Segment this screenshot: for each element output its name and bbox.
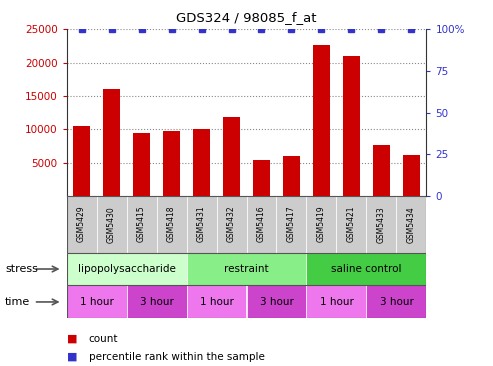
Text: GSM5431: GSM5431 bbox=[197, 206, 206, 243]
Bar bbox=[336, 196, 366, 253]
Text: GDS324 / 98085_f_at: GDS324 / 98085_f_at bbox=[176, 11, 317, 24]
Text: GSM5417: GSM5417 bbox=[287, 206, 296, 243]
Text: 3 hour: 3 hour bbox=[259, 297, 293, 307]
Text: GSM5434: GSM5434 bbox=[407, 206, 416, 243]
Text: saline control: saline control bbox=[331, 264, 402, 274]
Bar bbox=[307, 285, 366, 318]
Bar bbox=[223, 117, 240, 196]
Bar bbox=[186, 196, 216, 253]
Text: 1 hour: 1 hour bbox=[319, 297, 353, 307]
Bar bbox=[343, 56, 360, 196]
Text: GSM5418: GSM5418 bbox=[167, 206, 176, 242]
Text: 3 hour: 3 hour bbox=[380, 297, 414, 307]
Bar bbox=[104, 89, 120, 196]
Bar bbox=[373, 145, 389, 196]
Bar bbox=[73, 126, 90, 196]
Bar bbox=[253, 160, 270, 196]
Text: percentile rank within the sample: percentile rank within the sample bbox=[89, 352, 265, 362]
Bar bbox=[193, 129, 210, 196]
Bar bbox=[67, 253, 186, 285]
Bar bbox=[216, 196, 246, 253]
Text: GSM5419: GSM5419 bbox=[317, 206, 326, 243]
Text: lipopolysaccharide: lipopolysaccharide bbox=[77, 264, 176, 274]
Bar bbox=[403, 154, 420, 196]
Bar bbox=[133, 133, 150, 196]
Text: GSM5430: GSM5430 bbox=[107, 206, 116, 243]
Text: 1 hour: 1 hour bbox=[79, 297, 113, 307]
Text: GSM5432: GSM5432 bbox=[227, 206, 236, 243]
Bar bbox=[157, 196, 186, 253]
Bar bbox=[186, 285, 246, 318]
Bar bbox=[366, 285, 426, 318]
Text: restraint: restraint bbox=[224, 264, 269, 274]
Bar bbox=[307, 196, 336, 253]
Bar bbox=[67, 285, 127, 318]
Bar bbox=[186, 253, 307, 285]
Text: stress: stress bbox=[5, 264, 38, 274]
Text: GSM5421: GSM5421 bbox=[347, 206, 356, 242]
Text: GSM5416: GSM5416 bbox=[257, 206, 266, 243]
Bar bbox=[307, 253, 426, 285]
Bar bbox=[163, 131, 180, 196]
Bar bbox=[67, 196, 97, 253]
Text: GSM5433: GSM5433 bbox=[377, 206, 386, 243]
Bar bbox=[127, 285, 186, 318]
Bar bbox=[313, 45, 330, 196]
Text: 3 hour: 3 hour bbox=[140, 297, 174, 307]
Text: ■: ■ bbox=[67, 352, 80, 362]
Bar bbox=[127, 196, 157, 253]
Text: time: time bbox=[5, 297, 30, 307]
Text: count: count bbox=[89, 333, 118, 344]
Text: ■: ■ bbox=[67, 333, 80, 344]
Text: 1 hour: 1 hour bbox=[200, 297, 234, 307]
Bar bbox=[396, 196, 426, 253]
Bar bbox=[277, 196, 307, 253]
Bar bbox=[246, 285, 307, 318]
Bar bbox=[283, 156, 300, 196]
Bar bbox=[246, 196, 277, 253]
Text: GSM5415: GSM5415 bbox=[137, 206, 146, 243]
Bar bbox=[97, 196, 127, 253]
Text: GSM5429: GSM5429 bbox=[77, 206, 86, 243]
Bar bbox=[366, 196, 396, 253]
